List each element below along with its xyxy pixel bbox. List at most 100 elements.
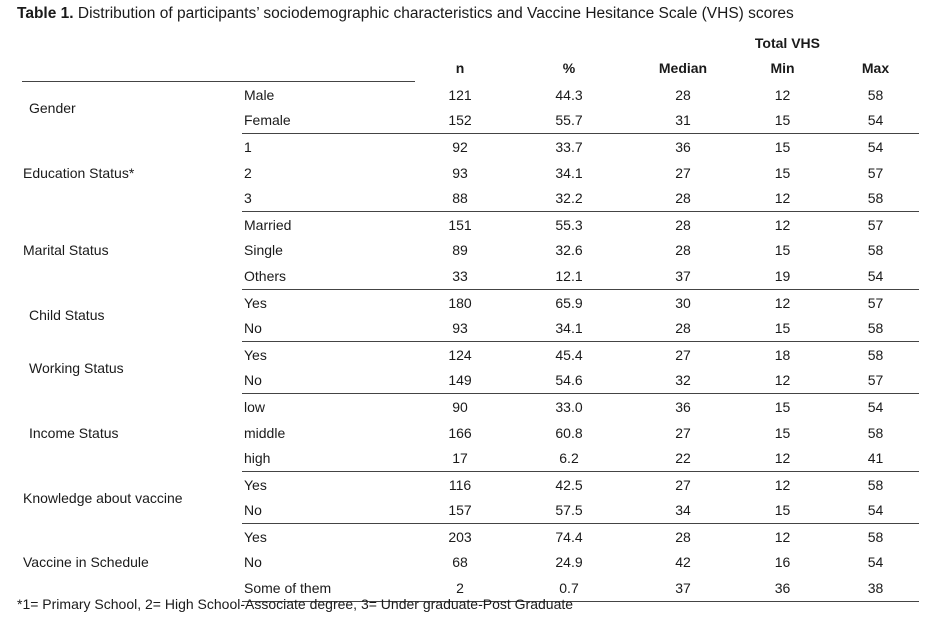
subcategory-label: 2 (244, 164, 252, 181)
table-row: high 17 6.2 22 12 41 (22, 445, 919, 472)
max-cell: 58 (867, 242, 884, 259)
subcategory-label: No (242, 315, 415, 342)
max-header: Max (861, 60, 890, 77)
max-cell: 54 (832, 263, 919, 290)
n-cell: 93 (452, 164, 468, 181)
subcategory-label: high (242, 445, 415, 472)
n-cell: 92 (452, 138, 468, 155)
min-cell: 36 (733, 575, 832, 602)
table-row: Knowledge about vaccine Yes 116 42.5 27 12 58 (22, 471, 919, 506)
pct-cell: 24.9 (555, 554, 583, 571)
subcategory-label: No (242, 367, 415, 395)
table-row: Marital Status Married 151 55.3 28 12 57 (22, 211, 919, 259)
min-cell: 12 (774, 294, 791, 311)
median-cell: 28 (675, 528, 691, 545)
min-cell: 19 (733, 263, 832, 290)
max-cell: 41 (832, 445, 919, 472)
median-cell: 37 (633, 263, 733, 290)
max-cell: 58 (867, 346, 884, 363)
pct-cell: 33.0 (555, 398, 583, 415)
median-cell: 36 (675, 138, 691, 155)
median-cell: 27 (675, 476, 691, 493)
median-cell: 28 (675, 86, 691, 103)
subcategory-label: 1 (244, 138, 252, 155)
table-row: Single 89 32.6 28 15 58 (22, 238, 919, 264)
n-cell: 89 (452, 242, 468, 259)
subcategory-label: No (244, 554, 262, 571)
table-caption: Table 1. Distribution of participants’ s… (17, 5, 794, 23)
table-row: No 93 34.1 28 15 58 (22, 315, 919, 342)
median-cell: 34 (633, 497, 733, 525)
pct-cell: 57.5 (505, 497, 633, 525)
total-vhs-header: Total VHS (754, 34, 820, 51)
max-cell: 58 (867, 424, 884, 441)
subcategory-label: Yes (244, 294, 267, 311)
category-label: Marital Status (23, 242, 109, 259)
category-label: Knowledge about vaccine (23, 489, 183, 506)
subcategory-label: Married (244, 216, 292, 233)
median-cell: 42 (675, 554, 691, 571)
pct-cell: 42.5 (555, 476, 583, 493)
max-cell: 38 (832, 575, 919, 602)
table-row: Vaccine in Schedule Yes 203 74.4 28 12 58 (22, 524, 919, 571)
category-label: Vaccine in Schedule (23, 554, 149, 571)
n-cell: 2 (415, 575, 505, 602)
pct-cell: 60.8 (555, 424, 583, 441)
subcategory-label: Yes (244, 346, 267, 363)
pct-cell: 12.1 (505, 263, 633, 290)
n-cell: 124 (448, 346, 472, 363)
pct-cell: 54.6 (505, 367, 633, 395)
pct-cell: 34.1 (505, 315, 633, 342)
pct-cell: 32.6 (555, 242, 583, 259)
subcategory-label: Yes (244, 476, 267, 493)
pct-cell: 0.7 (505, 575, 633, 602)
pct-cell: 55.7 (505, 107, 633, 135)
median-cell: 32 (633, 367, 733, 395)
pct-header: % (562, 60, 576, 77)
min-cell: 12 (774, 216, 791, 233)
n-cell: 152 (415, 107, 505, 135)
min-cell: 15 (733, 107, 832, 135)
median-cell: 28 (675, 242, 691, 259)
median-cell: 27 (675, 424, 691, 441)
median-cell: 30 (675, 294, 691, 311)
table-row: Income Status low 90 33.0 36 15 54 (22, 394, 919, 441)
pct-cell: 6.2 (505, 445, 633, 472)
min-cell: 12 (733, 185, 832, 212)
table-row: Gender Male 121 44.3 28 12 58 (22, 82, 919, 116)
max-cell: 58 (867, 476, 884, 493)
min-cell: 15 (774, 424, 791, 441)
subcategory-label: low (244, 398, 266, 415)
category-label: Working Status (29, 359, 124, 376)
max-cell: 57 (867, 164, 884, 181)
n-cell: 68 (452, 554, 468, 571)
pct-cell: 33.7 (555, 138, 583, 155)
min-cell: 15 (774, 242, 791, 259)
min-cell: 15 (774, 398, 791, 415)
subcategory-label: Male (244, 86, 275, 103)
max-cell: 57 (832, 367, 919, 395)
n-cell: 151 (448, 216, 472, 233)
header-row-columns: n % Median Min Max (22, 55, 919, 82)
min-cell: 12 (774, 86, 791, 103)
subcategory-label: Others (242, 263, 415, 290)
max-cell: 57 (867, 294, 884, 311)
footnote: *1= Primary School, 2= High School-Assoc… (17, 596, 574, 612)
n-cell: 166 (448, 424, 472, 441)
min-cell: 12 (733, 445, 832, 472)
n-cell: 157 (415, 497, 505, 525)
max-cell: 54 (867, 554, 884, 571)
max-cell: 54 (832, 107, 919, 135)
subcategory-label: Yes (244, 528, 267, 545)
table-row: Some of them 2 0.7 37 36 38 (22, 575, 919, 602)
table-row: Education Status* 1 92 33.7 36 15 54 (22, 134, 919, 181)
pct-cell: 55.3 (555, 216, 583, 233)
min-cell: 15 (774, 138, 791, 155)
max-cell: 57 (867, 216, 884, 233)
median-cell: 28 (633, 315, 733, 342)
pct-cell: 44.3 (555, 86, 583, 103)
n-cell: 116 (448, 476, 472, 493)
max-cell: 58 (867, 528, 884, 545)
subcategory-label: 3 (242, 185, 415, 212)
caption-label: Table 1. (17, 5, 74, 22)
